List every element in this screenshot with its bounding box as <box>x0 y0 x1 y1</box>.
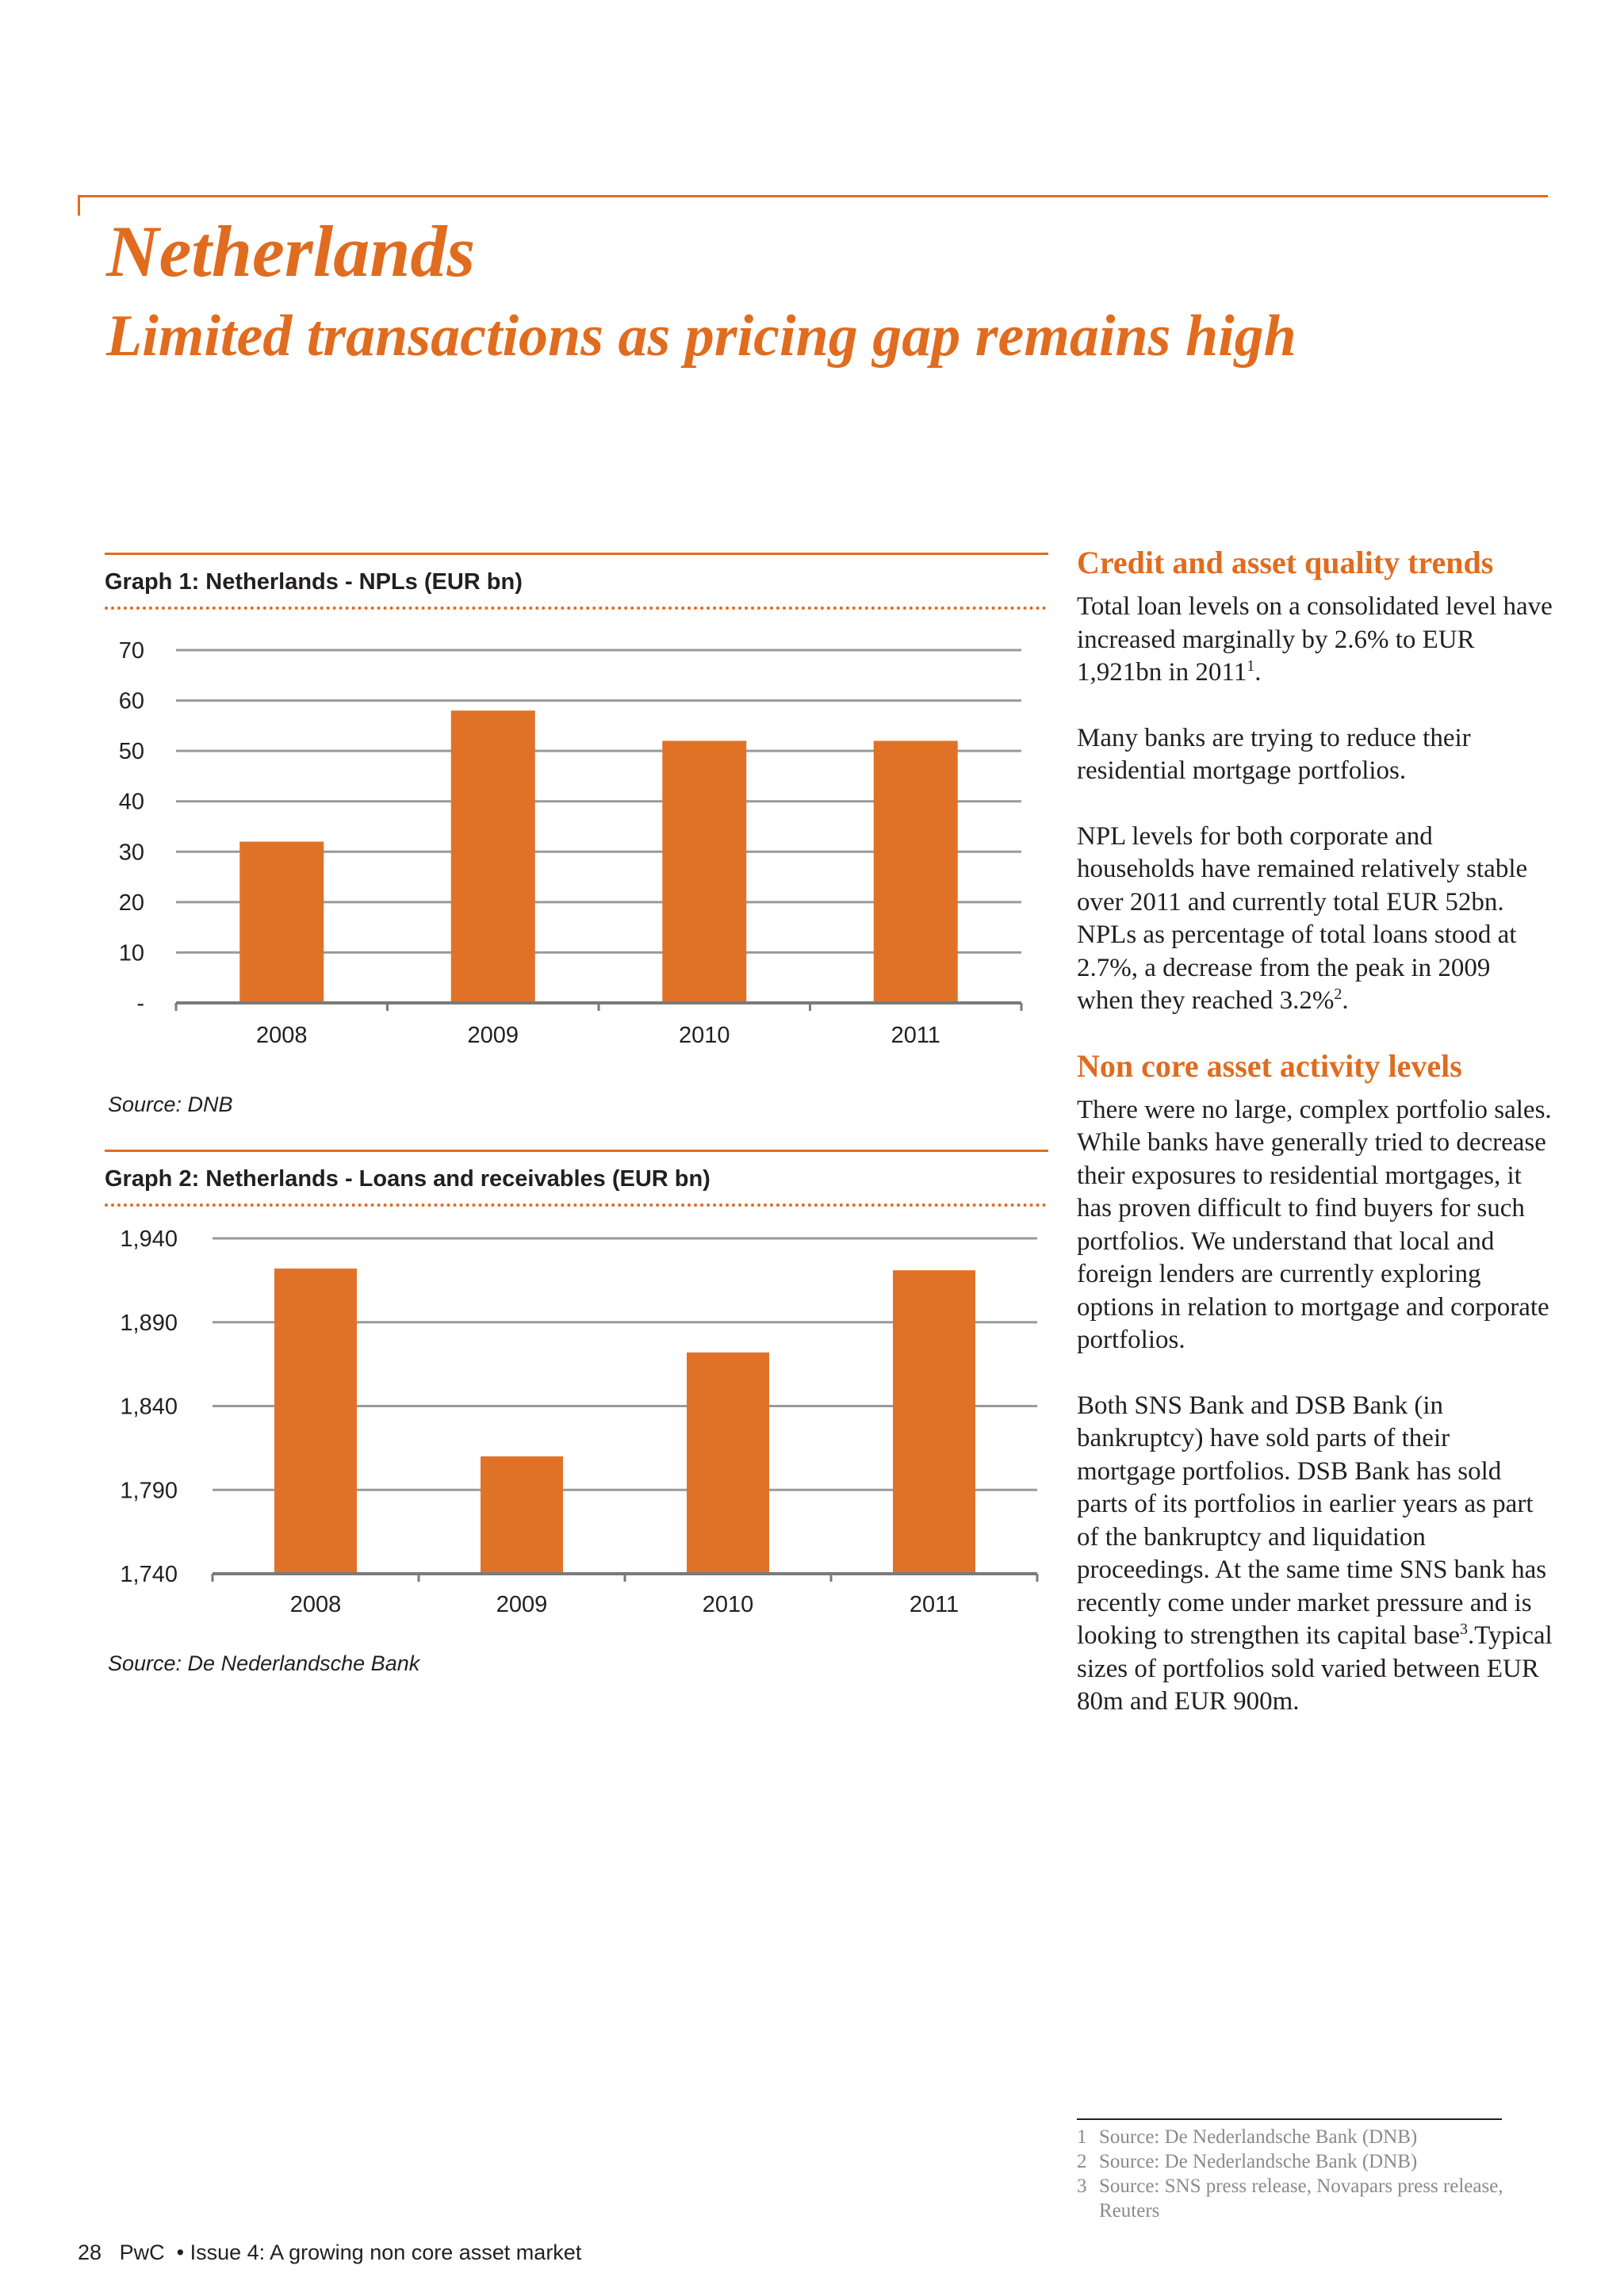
x-tick-label: 2011 <box>891 1023 940 1048</box>
x-tick-label: 2008 <box>256 1023 308 1048</box>
paragraph-text: NPL levels for both corporate and househ… <box>1077 821 1528 1016</box>
x-tick-label: 2011 <box>910 1592 959 1617</box>
x-tick-label: 2009 <box>467 1023 519 1048</box>
y-tick-label: 70 <box>119 638 144 664</box>
paragraph-text-end: . <box>1342 986 1349 1015</box>
paragraph-text-end: . <box>1254 658 1262 687</box>
y-tick-label: - <box>136 991 144 1016</box>
page-number: 28 <box>78 2241 102 2264</box>
y-tick-label: 30 <box>119 840 144 865</box>
footnote-item: 3 Source: SNS press release, Novapars pre… <box>1077 2174 1553 2223</box>
graph1-top-rule <box>105 553 1048 555</box>
bar-2010 <box>687 1352 769 1574</box>
graph2-dotted-rule <box>105 1203 1047 1207</box>
graph1-title: Graph 1: Netherlands - NPLs (EUR bn) <box>105 569 523 595</box>
footnote-text: Source: De Nederlandsche Bank (DNB) <box>1099 2126 1418 2148</box>
paragraph-portfolio-sales: There were no large, complex portfolio s… <box>1077 1095 1552 1355</box>
x-tick-label: 2008 <box>290 1592 342 1617</box>
bar-2008 <box>274 1269 357 1574</box>
y-tick-label: 1,740 <box>120 1562 178 1587</box>
page-footer: 28 PwC • Issue 4: A growing non core ass… <box>78 2241 581 2265</box>
paragraph-sns-dsb: Both SNS Bank and DSB Bank (in bankruptc… <box>1077 1390 1553 1719</box>
footnote-ref: 1 <box>1247 657 1255 675</box>
bar-2009 <box>450 710 535 1003</box>
footnote-number: 2 <box>1077 2151 1087 2172</box>
y-tick-label: 10 <box>119 940 144 966</box>
footnote-item: 1 Source: De Nederlandsche Bank (DNB) <box>1077 2125 1553 2149</box>
footnote-number: 3 <box>1077 2175 1087 2197</box>
footnotes: 1 Source: De Nederlandsche Bank (DNB) 2 So… <box>1077 2125 1553 2223</box>
footnote-text: Source: De Nederlandsche Bank (DNB) <box>1099 2151 1418 2172</box>
section-heading-non-core: Non core asset activity levels <box>1077 1047 1462 1084</box>
bar-2011 <box>873 740 958 1003</box>
footnote-rule <box>1077 2118 1502 2120</box>
bar-2008 <box>239 841 324 1003</box>
y-tick-label: 40 <box>119 790 144 815</box>
paragraph-text-end: .Typical sizes of portfolios sold varied… <box>1077 1621 1553 1716</box>
section-heading-credit: Credit and asset quality trends <box>1077 545 1494 580</box>
graph2-header: Graph 2: Netherlands - Loans and receiva… <box>105 1150 1048 1207</box>
x-tick-label: 2010 <box>679 1023 730 1048</box>
paragraph-text: Both SNS Bank and DSB Bank (in bankruptc… <box>1077 1391 1547 1651</box>
x-tick-label: 2009 <box>496 1592 548 1617</box>
graph1-dotted-rule <box>105 607 1047 610</box>
footer-bullet: • <box>176 2241 185 2264</box>
graph1-source: Source: DNB <box>108 1093 233 1116</box>
issue-title: Issue 4: A growing non core asset market <box>190 2241 582 2264</box>
graph2-source: Source: De Nederlandsche Bank <box>108 1651 420 1675</box>
graph2-chart: 1,740 1,790 1,840 1,890 1,940 2008 2009 2010 201… <box>120 1226 1039 1617</box>
footnote-ref: 3 <box>1459 1621 1468 1638</box>
y-tick-label: 1,890 <box>120 1311 178 1336</box>
bar-2009 <box>481 1456 563 1574</box>
footnote-item: 2 Source: De Nederlandsche Bank (DNB) <box>1077 2149 1553 2174</box>
graph1-chart: - 10 20 30 40 50 60 70 2008 2009 2010 2011 <box>119 638 1023 1048</box>
graph2-top-rule <box>105 1150 1048 1152</box>
brand-name: PwC <box>119 2241 165 2264</box>
paragraph-total-loans: Total loan levels on a consolidated leve… <box>1077 591 1553 690</box>
y-tick-label: 20 <box>119 890 144 916</box>
graph1-header: Graph 1: Netherlands - NPLs (EUR bn) <box>105 553 1048 610</box>
bar-2011 <box>893 1270 975 1574</box>
x-tick-label: 2010 <box>703 1592 754 1617</box>
top-rule <box>78 195 1548 197</box>
footnote-number: 1 <box>1077 2126 1087 2148</box>
y-tick-label: 1,790 <box>120 1478 178 1503</box>
paragraph-npl-levels: NPL levels for both corporate and househ… <box>1077 821 1553 1018</box>
paragraph-text: Total loan levels on a consolidated leve… <box>1077 592 1553 687</box>
page-title: Netherlands <box>106 211 476 292</box>
y-tick-label: 1,940 <box>120 1226 178 1252</box>
bar-2010 <box>662 740 747 1003</box>
graph2-title: Graph 2: Netherlands - Loans and receiva… <box>105 1166 710 1192</box>
footnote-text: Source: SNS press release, Novapars pres… <box>1099 2175 1503 2221</box>
right-column: Credit and asset quality trends Total lo… <box>1077 544 1553 1751</box>
footnote-ref: 2 <box>1334 985 1342 1003</box>
top-rule-tick <box>78 195 80 216</box>
y-tick-label: 50 <box>119 739 144 764</box>
y-tick-label: 1,840 <box>120 1395 178 1420</box>
y-tick-label: 60 <box>119 689 144 714</box>
paragraph-mortgage: Many banks are trying to reduce their re… <box>1077 723 1471 786</box>
page-subtitle: Limited transactions as pricing gap rema… <box>106 304 1297 369</box>
